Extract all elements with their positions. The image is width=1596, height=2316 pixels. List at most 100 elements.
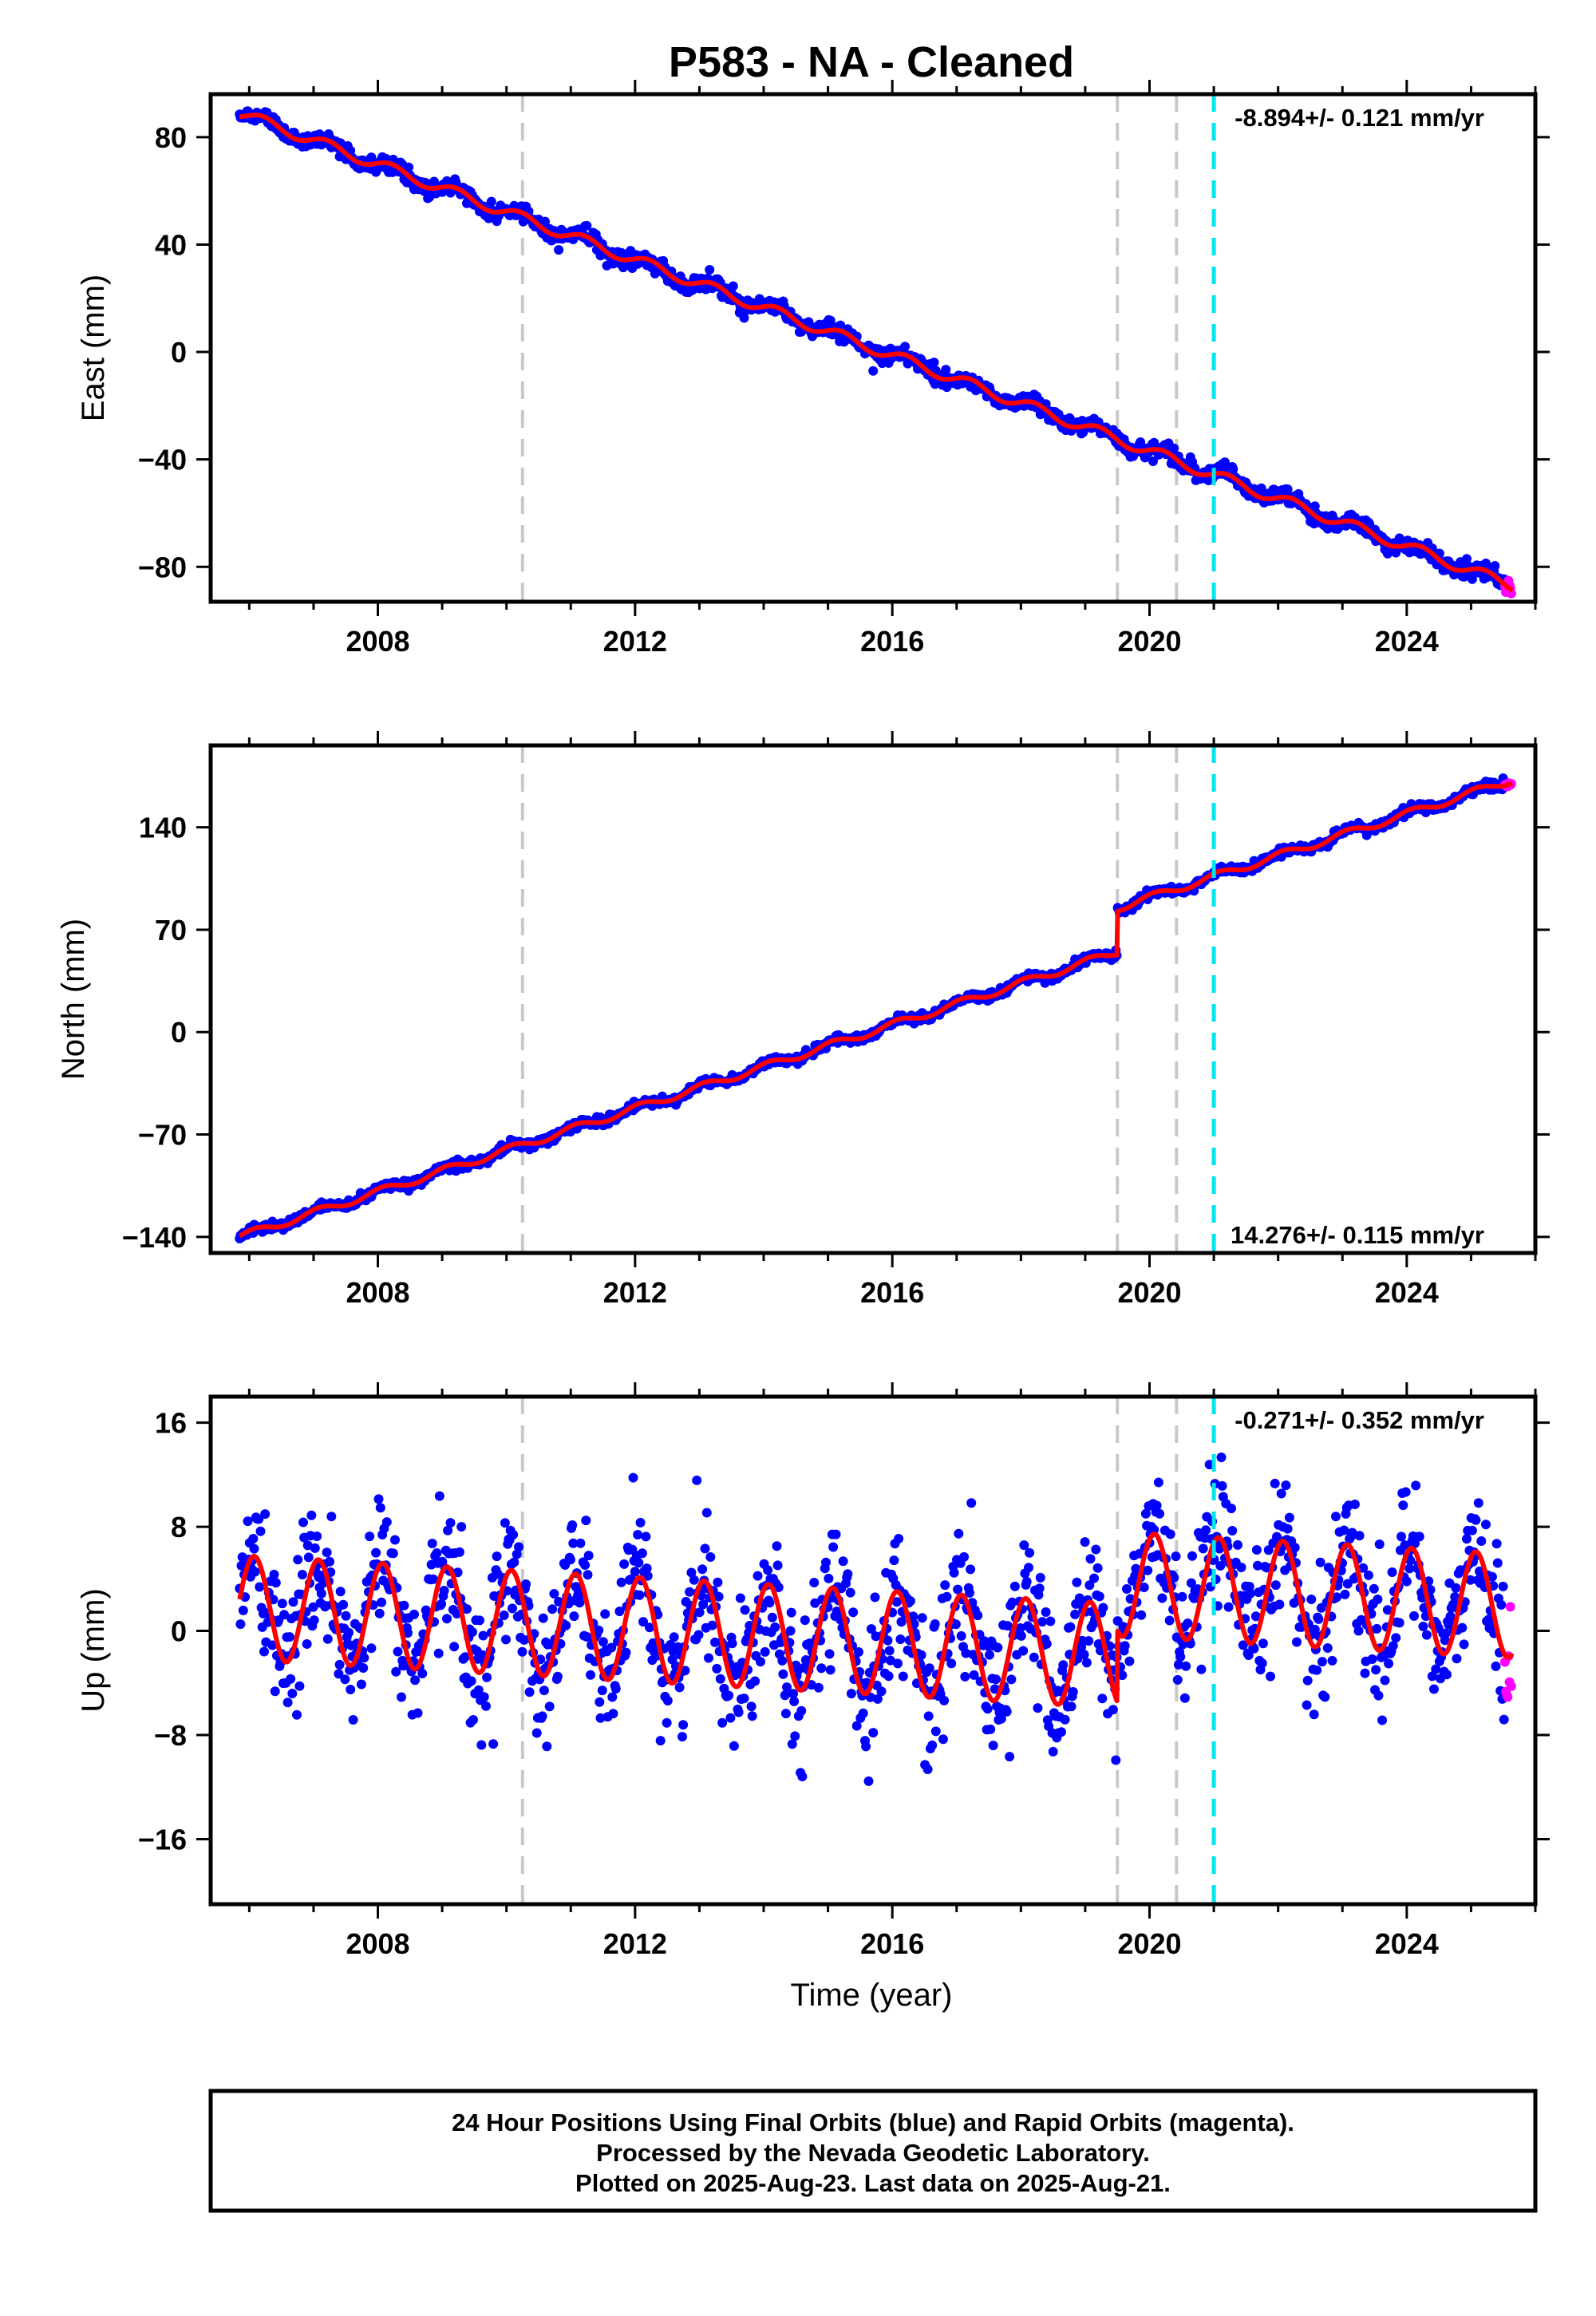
final-orbit-point	[1005, 1752, 1015, 1762]
final-orbit-point	[597, 1686, 607, 1696]
final-orbit-point	[1256, 483, 1266, 493]
final-orbit-point	[1320, 1692, 1330, 1702]
final-orbit-point	[1492, 1558, 1503, 1568]
break-lines	[520, 745, 1179, 1253]
final-orbit-point	[1179, 1693, 1190, 1703]
final-orbit-point	[608, 1709, 618, 1719]
final-orbit-point	[284, 1632, 294, 1642]
final-orbit-point	[1327, 1655, 1337, 1666]
final-orbit-point	[1148, 456, 1158, 466]
figure-title: P583 - NA - Cleaned	[669, 38, 1074, 86]
final-orbit-point	[1089, 1573, 1099, 1583]
footer-line-1: 24 Hour Positions Using Final Orbits (bl…	[452, 2109, 1294, 2136]
final-orbit-point	[876, 1686, 887, 1697]
final-orbit-point	[1251, 1545, 1262, 1555]
final-orbit-point	[693, 1630, 704, 1640]
final-orbit-point	[966, 1498, 977, 1508]
final-orbit-point	[1421, 1630, 1432, 1640]
final-orbit-point	[763, 1565, 773, 1575]
final-orbit-point	[569, 1611, 579, 1622]
final-orbit-point	[1085, 1554, 1096, 1564]
final-orbit-point	[796, 1705, 807, 1716]
final-orbit-point	[689, 1575, 699, 1585]
final-orbit-point	[1462, 1534, 1472, 1544]
final-orbit-point	[715, 1674, 725, 1684]
final-orbit-point	[633, 1530, 643, 1539]
final-orbit-point	[303, 1552, 314, 1563]
final-orbit-point	[778, 1669, 788, 1679]
final-orbit-point	[1153, 1477, 1163, 1488]
final-orbit-point	[1451, 1583, 1461, 1593]
final-orbit-point	[466, 1676, 476, 1686]
final-orbit-point	[334, 1659, 345, 1670]
final-orbit-point	[371, 1547, 381, 1558]
final-orbit-point	[685, 1587, 695, 1597]
final-orbit-point	[610, 1684, 621, 1694]
final-orbit-point	[697, 1564, 708, 1575]
final-orbit-point	[894, 1534, 904, 1543]
final-orbit-point	[1440, 1628, 1451, 1638]
final-orbit-point	[942, 1591, 952, 1602]
final-orbit-point	[1476, 1536, 1487, 1546]
final-orbit-point	[310, 1543, 320, 1553]
final-orbit-point	[456, 1522, 467, 1532]
final-orbit-point	[322, 1547, 332, 1558]
final-orbit-point	[843, 1569, 853, 1579]
final-orbit-point	[770, 1622, 780, 1632]
final-orbit-point	[583, 1551, 594, 1561]
final-orbit-point	[344, 1627, 354, 1638]
final-orbit-point	[437, 1599, 447, 1609]
x-tick-label: 2012	[603, 1927, 667, 1960]
final-orbit-point	[883, 1671, 894, 1682]
final-orbit-point	[381, 1517, 392, 1528]
final-orbit-point	[335, 1587, 346, 1597]
final-orbit-point	[1473, 1498, 1483, 1508]
final-orbit-point	[1041, 1607, 1051, 1617]
final-orbit-point	[922, 1765, 933, 1774]
final-orbit-point	[728, 281, 738, 291]
final-orbit-point	[302, 1639, 312, 1649]
x-tick-label: 2024	[1375, 625, 1439, 658]
x-tick-label: 2012	[603, 1276, 667, 1309]
final-orbit-point	[356, 1679, 366, 1690]
final-orbit-point	[1481, 1520, 1491, 1530]
final-orbit-point	[1400, 1487, 1411, 1497]
final-orbit-point	[1171, 1551, 1181, 1562]
final-orbit-point	[797, 1772, 808, 1781]
final-orbit-point	[868, 366, 879, 376]
final-orbit-point	[845, 1587, 855, 1598]
final-orbit-point	[292, 1709, 302, 1720]
x-tick-label: 2016	[860, 625, 924, 658]
final-orbit-point	[1045, 1616, 1056, 1626]
final-orbit-point	[1025, 1547, 1035, 1558]
final-orbit-point	[1217, 1480, 1227, 1491]
final-orbit-point	[713, 1577, 723, 1587]
final-orbit-point	[1491, 1661, 1501, 1671]
final-orbit-point	[607, 1692, 618, 1702]
final-orbit-point	[348, 1715, 358, 1725]
final-orbit-point	[993, 1642, 1003, 1653]
final-orbit-point	[678, 1720, 689, 1730]
final-orbit-point	[1227, 1504, 1236, 1514]
final-orbit-point	[481, 1701, 491, 1711]
final-orbit-point	[524, 1687, 535, 1697]
final-orbit-point	[705, 265, 715, 275]
final-orbit-point	[1169, 443, 1179, 453]
final-orbit-point	[938, 1734, 948, 1745]
final-orbit-point	[662, 1717, 672, 1728]
rate-label: -8.894+/- 0.121 mm/yr	[1235, 104, 1484, 132]
final-orbit-point	[1227, 1526, 1238, 1535]
final-orbit-point	[889, 1555, 899, 1566]
final-orbit-point	[831, 1529, 841, 1539]
final-orbit-point	[1097, 1694, 1108, 1704]
y-tick-label: −70	[138, 1119, 187, 1152]
final-orbit-point	[621, 1647, 631, 1658]
final-orbit-point	[375, 1503, 385, 1513]
final-orbit-point	[445, 1518, 456, 1528]
final-orbit-point	[729, 1741, 739, 1751]
final-orbit-point	[809, 1578, 820, 1587]
final-orbit-point	[854, 1647, 863, 1657]
final-orbit-point	[700, 1543, 710, 1554]
final-orbit-point	[1094, 1591, 1104, 1602]
